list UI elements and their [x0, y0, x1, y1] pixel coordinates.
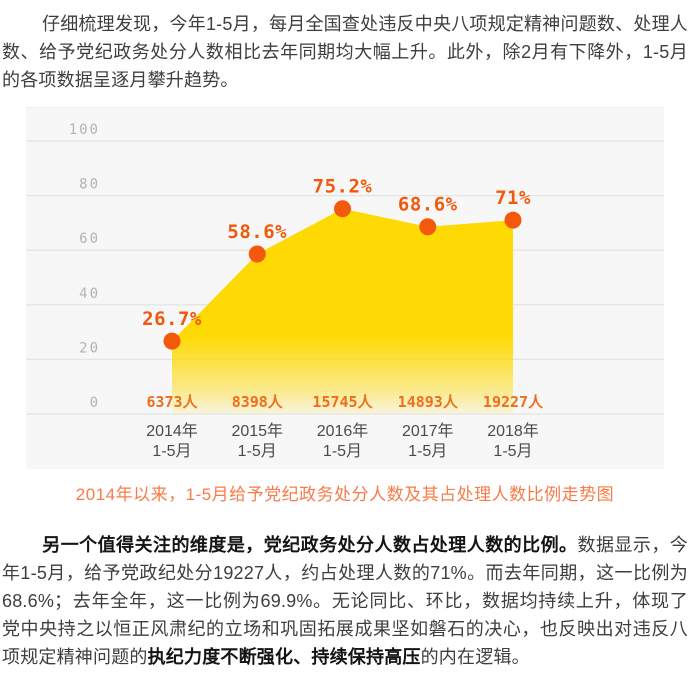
percent-value-label: 75.2%: [313, 176, 373, 198]
trend-area-chart: 100 80 60 40 20 0 26.7% 58.6% 75.2% 68.6% 71% 6373人…: [26, 122, 664, 460]
count-value-label: 14893人: [398, 393, 459, 411]
analysis-text: 数据显示，今年1-5月，给予党政纪处分19227人，约占处理人数的71%。而去年…: [2, 535, 689, 667]
y-axis-tick-label: 0: [90, 395, 100, 411]
area-fill: [172, 208, 513, 414]
count-value-label: 19227人: [483, 393, 544, 411]
x-category-label: 2017年 1-5月: [402, 422, 454, 460]
x-category-label: 2016年 1-5月: [317, 422, 369, 460]
count-value-label: 15745人: [312, 393, 373, 411]
article-page: 仔细梳理发现，今年1-5月，每月全国查处违反中央八项规定精神问题数、处理人数、给…: [0, 10, 690, 671]
y-axis-tick-label: 40: [79, 286, 100, 302]
y-axis-tick-label: 100: [69, 122, 100, 138]
analysis-bold-emphasis: 执纪力度不断强化、持续保持高压: [147, 647, 421, 667]
percent-value-label: 68.6%: [398, 194, 458, 216]
paragraph-analysis: 另一个值得关注的维度是，党纪政务处分人数占处理人数的比例。数据显示，今年1-5月…: [2, 531, 688, 671]
x-category-label: 2014年 1-5月: [146, 422, 198, 460]
percent-value-label: 58.6%: [227, 221, 287, 243]
data-point-dot: [419, 218, 437, 236]
analysis-bold-lead: 另一个值得关注的维度是，党纪政务处分人数占处理人数的比例。: [42, 535, 578, 555]
data-point-dot: [163, 332, 181, 350]
chart-panel: 100 80 60 40 20 0 26.7% 58.6% 75.2% 68.6% 71% 6373人…: [26, 107, 664, 469]
y-axis-tick-label: 20: [79, 340, 100, 356]
percent-value-label: 26.7%: [142, 308, 202, 330]
data-point-dot: [334, 200, 351, 218]
y-axis-tick-label: 80: [79, 177, 100, 193]
x-category-label: 2015年 1-5月: [231, 422, 283, 460]
count-value-label: 8398人: [232, 393, 284, 411]
chart-caption: 2014年以来，1-5月给予党纪政务处分人数及其占处理人数比例走势图: [75, 485, 615, 504]
count-value-label: 6373人: [146, 393, 198, 411]
paragraph-intro-text: 仔细梳理发现，今年1-5月，每月全国查处违反中央八项规定精神问题数、处理人数、给…: [2, 14, 688, 90]
data-point-dot: [248, 245, 266, 263]
paragraph-intro: 仔细梳理发现，今年1-5月，每月全国查处违反中央八项规定精神问题数、处理人数、给…: [2, 10, 688, 94]
x-category-label: 2018年 1-5月: [487, 422, 539, 460]
y-axis-tick-label: 60: [79, 231, 100, 247]
analysis-tail: 的内在逻辑。: [420, 647, 530, 667]
data-point-dot: [504, 211, 522, 229]
percent-value-label: 71%: [495, 187, 531, 209]
